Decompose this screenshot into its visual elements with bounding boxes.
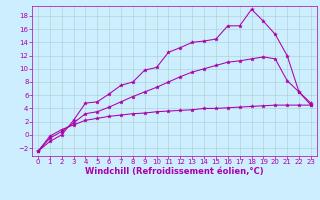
X-axis label: Windchill (Refroidissement éolien,°C): Windchill (Refroidissement éolien,°C) — [85, 167, 264, 176]
